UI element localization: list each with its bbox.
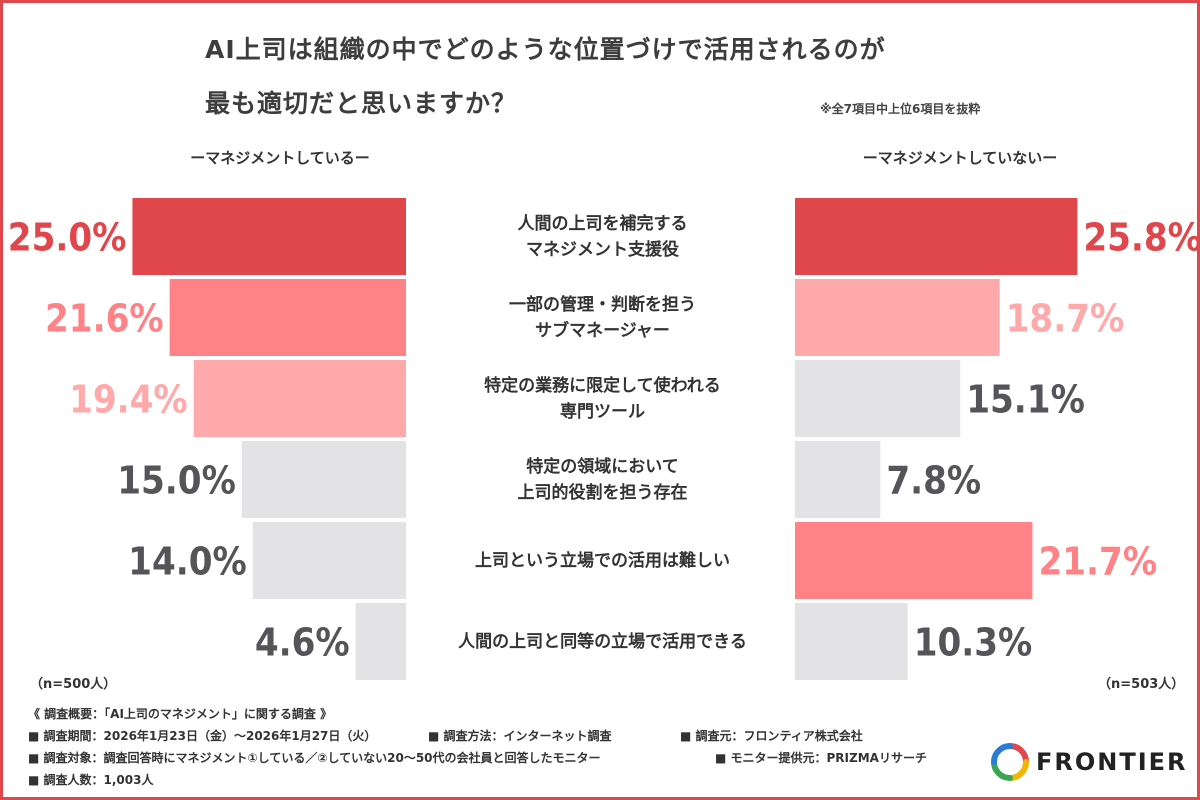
category-label: 特定の業務に限定して使われる 専門ツール: [410, 373, 795, 425]
category-label: 上司という立場での活用は難しい: [410, 548, 795, 574]
left-bar: [355, 603, 406, 680]
survey-method: ■ 調査方法：インターネット調査: [428, 729, 612, 743]
chart-title-line2: 最も適切だと思いますか？: [205, 89, 518, 118]
right-value-label: 21.7%: [1038, 540, 1157, 584]
category-label-line: 上司という立場での活用は難しい: [475, 550, 730, 571]
category-label-line: サブマネージャー: [535, 320, 670, 341]
category-label: 人間の上司を補完する マネジメント支援役: [410, 211, 795, 263]
category-label: 人間の上司と同等の立場で活用できる: [410, 629, 795, 655]
category-label-line: 人間の上司を補完する: [517, 213, 688, 234]
left-bar: [169, 279, 406, 356]
right-bar: [795, 198, 1078, 275]
right-bar: [795, 441, 881, 518]
left-bar: [193, 360, 406, 437]
monitor-provider: ■ モニター提供元：PRIZMAリサーチ: [715, 751, 927, 765]
left-value-label: 14.0%: [128, 540, 247, 584]
right-value-label: 10.3%: [914, 621, 1033, 665]
right-bar: [795, 360, 961, 437]
category-label-line: 専門ツール: [560, 401, 645, 422]
survey-count: ■ 調査人数：1,003人: [28, 773, 154, 787]
category-label-line: 人間の上司と同等の立場で活用できる: [458, 631, 747, 652]
category-label-line: 上司的役割を担う存在: [517, 482, 688, 503]
right-bar: [795, 603, 908, 680]
survey-overview: 《 調査概要：「AI上司のマネジメント」に関する調査 》: [28, 707, 333, 721]
category-label: 特定の領域において 上司的役割を担う存在: [410, 454, 795, 506]
category-label-line: マネジメント支援役: [526, 239, 679, 260]
right-group-label: ーマネジメントしていないー: [862, 149, 1058, 167]
excerpt-note: ※全7項目中上位6項目を抜粋: [820, 102, 981, 116]
left-value-label: 19.4%: [69, 378, 188, 422]
survey-target: ■ 調査対象：調査回答時にマネジメント①している／②していない20〜50代の会社…: [28, 751, 601, 765]
left-bar: [252, 522, 406, 599]
left-value-label: 4.6%: [255, 621, 350, 665]
left-sample-size: （n=500人）: [30, 677, 117, 692]
category-label-line: 特定の領域において: [526, 456, 679, 477]
right-value-label: 25.8%: [1083, 216, 1200, 260]
chart-title-line1: AI上司は組織の中でどのような位置づけで活用されるのが: [205, 35, 886, 64]
right-sample-size: （n=503人）: [1098, 677, 1185, 692]
left-value-label: 15.0%: [117, 459, 236, 503]
right-bar: [795, 279, 1000, 356]
right-value-label: 7.8%: [886, 459, 981, 503]
category-label-line: 特定の業務に限定して使われる: [484, 375, 721, 396]
category-label-line: 一部の管理・判断を担う: [509, 294, 696, 315]
right-value-label: 18.7%: [1006, 297, 1125, 341]
left-value-label: 21.6%: [45, 297, 164, 341]
frontier-logo-text: FRONTIER: [1036, 748, 1188, 776]
left-bar: [132, 198, 406, 275]
survey-period: ■ 調査期間：2026年1月23日（金）〜2026年1月27日（火）: [28, 729, 377, 743]
left-group-label: ーマネジメントしているー: [190, 149, 370, 167]
frontier-logo-icon: [991, 743, 1029, 781]
left-bar: [241, 441, 406, 518]
category-label: 一部の管理・判断を担う サブマネージャー: [410, 292, 795, 344]
frontier-logo: FRONTIER: [990, 740, 1186, 784]
right-bar: [795, 522, 1033, 599]
left-value-label: 25.0%: [8, 216, 127, 260]
right-value-label: 15.1%: [966, 378, 1085, 422]
survey-source: ■ 調査元：フロンティア株式会社: [680, 729, 863, 743]
